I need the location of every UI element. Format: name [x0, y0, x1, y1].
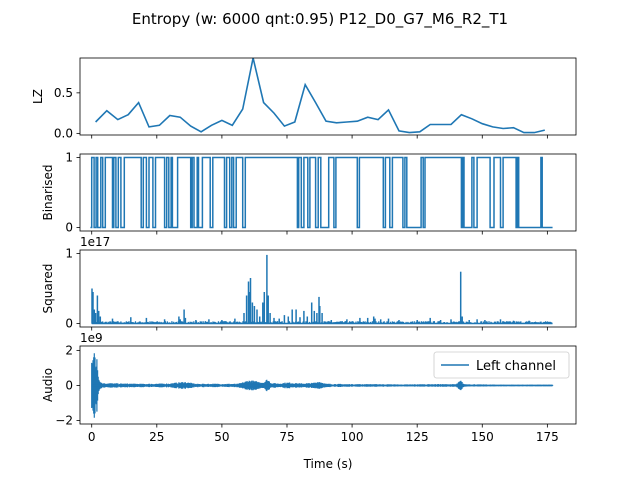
y-tick-label: 0.5	[54, 86, 73, 100]
plot-area	[95, 58, 545, 134]
x-tick-label: 100	[341, 430, 364, 444]
y-axis-label: LZ	[31, 89, 45, 104]
x-tick-label: 0	[88, 430, 96, 444]
x-tick-label: 175	[536, 430, 559, 444]
y-tick-label: 0.0	[54, 126, 73, 140]
y-tick-label: 0	[65, 317, 73, 331]
plot-area	[90, 156, 553, 229]
legend-label: Left channel	[476, 359, 556, 374]
axes-frame	[79, 249, 577, 328]
x-tick-label: 50	[214, 430, 229, 444]
plot-area	[91, 353, 554, 418]
y-axis-label: Binarised	[41, 164, 55, 220]
y-tick-label: 1	[65, 151, 73, 165]
axes-frame	[79, 345, 577, 425]
y-tick-label: 2	[65, 343, 73, 357]
y-tick-label: 0	[65, 378, 73, 392]
panels: 0.0 0.5 LZ 0 1 Binarised 0 1 Squared 1e17 −2 0 2 0 25 5…	[31, 57, 577, 444]
binarised-series-line	[90, 156, 553, 229]
y-exponent-label: 1e17	[80, 235, 110, 249]
panel-2: 0 1 Binarised	[41, 151, 577, 235]
lz-series-line	[95, 58, 545, 134]
y-exponent-label: 1e9	[80, 331, 103, 345]
y-tick-label: −2	[55, 413, 73, 427]
legend: Left channel	[433, 351, 570, 379]
y-axis-label: Audio	[41, 368, 55, 402]
y-tick-label: 0	[65, 221, 73, 235]
panel-4: −2 0 2 0 25 50 75 100 125 150 175 Audio 1e9 Left chan…	[41, 331, 577, 444]
plot-area	[91, 254, 553, 325]
axes-frame	[79, 57, 577, 136]
y-tick-label: 1	[65, 247, 73, 261]
panel-3: 0 1 Squared 1e17	[41, 235, 577, 331]
figure-title: Entropy (w: 6000 qnt:0.95) P12_D0_G7_M6_…	[132, 10, 508, 29]
y-axis-label: Squared	[41, 264, 55, 314]
x-axis-label: Time (s)	[303, 457, 353, 471]
x-tick-label: 25	[149, 430, 164, 444]
legend-box	[433, 351, 570, 379]
x-tick-label: 150	[471, 430, 494, 444]
x-tick-label: 75	[279, 430, 294, 444]
panel-1: 0.0 0.5 LZ	[31, 57, 577, 140]
axes-frame	[79, 153, 577, 232]
x-tick-label: 125	[406, 430, 429, 444]
